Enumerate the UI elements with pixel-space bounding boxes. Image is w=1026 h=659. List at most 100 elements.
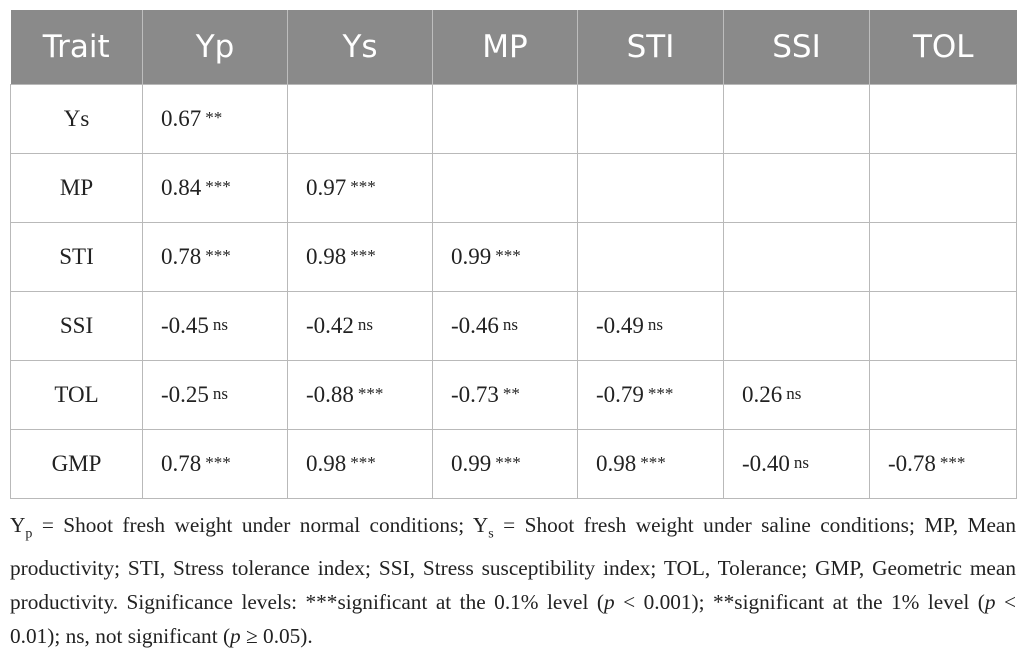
trait-cell: Ys — [10, 84, 143, 154]
correlation-value: 0.98 — [306, 244, 347, 269]
correlation-value: -0.88 — [306, 382, 354, 407]
significance: *** — [205, 246, 231, 265]
significance: ns — [786, 384, 802, 403]
significance: ns — [357, 315, 374, 334]
column-header: STI — [577, 10, 724, 85]
value-cell: 0.67 ** — [142, 84, 288, 154]
value-cell: -0.42 ns — [287, 291, 433, 361]
significance: ns — [212, 384, 229, 403]
value-cell: 0.97 *** — [287, 153, 433, 223]
trait-cell: SSI — [10, 291, 143, 361]
footnote-text: < 0.001); **significant at the 1% level … — [614, 590, 985, 615]
significance: *** — [357, 384, 384, 403]
footnote-text: < 0.01); ns, not significant ( — [10, 590, 1017, 649]
value-cell — [432, 153, 578, 223]
correlation-value: -0.78 — [888, 451, 936, 476]
value-cell: -0.78 *** — [869, 429, 1017, 499]
correlation-value: -0.40 — [742, 451, 790, 476]
value-cell: -0.25 ns — [142, 360, 288, 430]
value-cell — [723, 153, 870, 223]
significance: ** — [502, 384, 520, 403]
footnote-text: = Shoot fresh weight under saline condit… — [10, 513, 1016, 615]
table-row: SSI -0.45 ns -0.42 ns -0.46 ns -0.49 ns — [10, 291, 1017, 361]
significance: *** — [205, 177, 231, 196]
footnote-italic: p — [603, 590, 615, 615]
table-row: Ys 0.67 ** — [10, 84, 1017, 154]
value-cell: 0.78 *** — [142, 429, 288, 499]
correlation-value: 0.67 — [161, 106, 202, 131]
value-cell — [723, 291, 870, 361]
footnote-text: = Shoot fresh weight under normal condit… — [32, 513, 489, 537]
value-cell — [577, 153, 724, 223]
column-header: MP — [432, 10, 578, 85]
value-cell — [577, 84, 724, 154]
footnote-subscript: p — [25, 526, 33, 542]
value-cell: -0.73 ** — [432, 360, 578, 430]
trait-cell: MP — [10, 153, 143, 223]
trait-cell: GMP — [10, 429, 143, 499]
value-cell — [723, 222, 870, 292]
correlation-value: 0.26 — [742, 382, 783, 407]
correlation-value: -0.45 — [161, 313, 209, 338]
value-cell — [723, 84, 870, 154]
correlation-value: 0.84 — [161, 175, 202, 200]
value-cell — [577, 222, 724, 292]
value-cell: -0.45 ns — [142, 291, 288, 361]
table-row: TOL -0.25 ns -0.88 *** -0.73 ** -0.79 *** 0.26 ns — [10, 360, 1017, 430]
table-row: GMP 0.78 *** 0.98 *** 0.99 *** 0.98 *** -0.40 ns -0… — [10, 429, 1017, 499]
correlation-table: Trait Yp Ys MP STI SSI TOL Ys 0.67 ** MP 0.84 *** 0.… — [10, 10, 1017, 499]
column-header: TOL — [869, 10, 1017, 85]
correlation-value: -0.79 — [596, 382, 644, 407]
value-cell: -0.40 ns — [723, 429, 870, 499]
correlation-value: -0.46 — [451, 313, 499, 338]
correlation-value: -0.73 — [451, 382, 499, 407]
value-cell: -0.88 *** — [287, 360, 433, 430]
significance: ** — [205, 108, 223, 127]
significance: ns — [212, 315, 229, 334]
significance: *** — [640, 453, 666, 472]
column-header: Ys — [287, 10, 433, 85]
trait-cell: TOL — [10, 360, 143, 430]
significance: *** — [647, 384, 674, 403]
correlation-value: 0.78 — [161, 451, 202, 476]
value-cell: 0.26 ns — [723, 360, 870, 430]
significance: *** — [350, 453, 376, 472]
correlation-value: 0.99 — [451, 451, 492, 476]
value-cell — [869, 222, 1017, 292]
header-row: Trait Yp Ys MP STI SSI TOL — [10, 10, 1017, 85]
correlation-value: -0.49 — [596, 313, 644, 338]
correlation-value: 0.78 — [161, 244, 202, 269]
significance: *** — [495, 246, 521, 265]
value-cell: 0.98 *** — [287, 429, 433, 499]
column-header: Yp — [142, 10, 288, 85]
correlation-value: -0.42 — [306, 313, 354, 338]
value-cell: 0.98 *** — [577, 429, 724, 499]
value-cell — [432, 84, 578, 154]
footnote-text: ≥ 0.05). — [240, 624, 313, 649]
footnote: Yp = Shoot fresh weight under normal con… — [10, 508, 1016, 653]
correlation-value: -0.25 — [161, 382, 209, 407]
value-cell: -0.79 *** — [577, 360, 724, 430]
value-cell: 0.99 *** — [432, 222, 578, 292]
footnote-italic: p — [984, 590, 996, 615]
value-cell: 0.78 *** — [142, 222, 288, 292]
significance: ns — [502, 315, 519, 334]
footnote-text: Y — [10, 513, 26, 537]
correlation-value: 0.98 — [306, 451, 347, 476]
significance: *** — [495, 453, 521, 472]
table-row: MP 0.84 *** 0.97 *** — [10, 153, 1017, 223]
significance: *** — [350, 177, 376, 196]
significance: *** — [939, 453, 966, 472]
value-cell — [869, 291, 1017, 361]
correlation-value: 0.99 — [451, 244, 492, 269]
value-cell: 0.98 *** — [287, 222, 433, 292]
correlation-value: 0.98 — [596, 451, 637, 476]
value-cell: 0.84 *** — [142, 153, 288, 223]
table-body: Ys 0.67 ** MP 0.84 *** 0.97 *** STI 0.78 *** 0.98 **… — [10, 84, 1017, 499]
table-row: STI 0.78 *** 0.98 *** 0.99 *** — [10, 222, 1017, 292]
value-cell — [869, 153, 1017, 223]
value-cell — [869, 360, 1017, 430]
value-cell: -0.46 ns — [432, 291, 578, 361]
value-cell: -0.49 ns — [577, 291, 724, 361]
